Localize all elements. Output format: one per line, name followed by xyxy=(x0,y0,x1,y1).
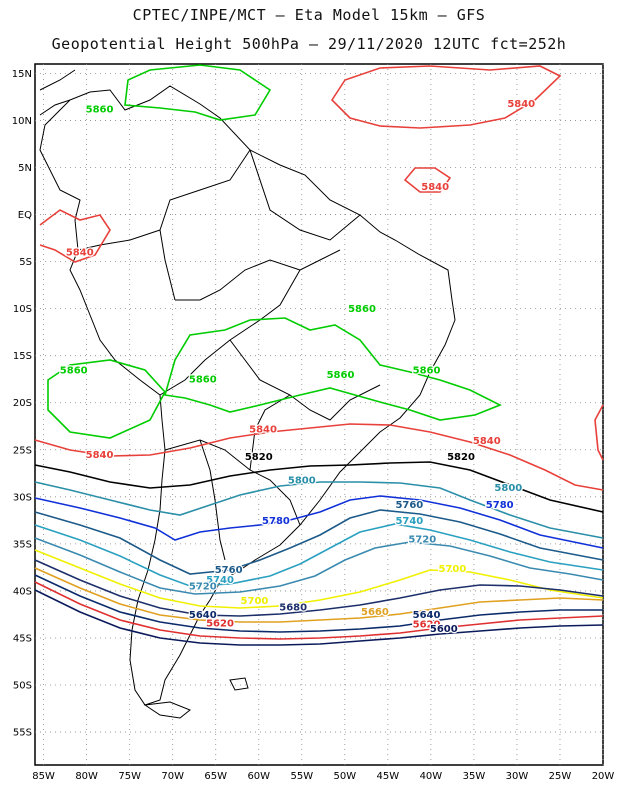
contour-5640 xyxy=(34,574,603,633)
contour-label-5760: 5760 xyxy=(215,565,243,576)
lon-tick-label: 40W xyxy=(420,771,443,782)
lat-tick-label: 15N xyxy=(12,69,32,80)
contour-5700 xyxy=(34,549,604,609)
contour-label-5840: 5840 xyxy=(473,436,501,447)
contour-label-5820: 5820 xyxy=(245,452,273,463)
axis-tick-labels: 15N 10N 5N EQ 5S 10S 15S 20S 25S 30S 35S 40S 45S 50S 5… xyxy=(12,69,615,782)
contour-5660 xyxy=(34,567,604,623)
contour-label-5620: 5620 xyxy=(413,619,441,630)
contour-label-5700: 5700 xyxy=(241,596,269,607)
lon-tick-label: 75W xyxy=(118,771,141,782)
lat-tick-label: 25S xyxy=(13,445,32,456)
lon-tick-label: 65W xyxy=(204,771,227,782)
contour-label-5720: 5720 xyxy=(189,582,217,593)
contour-label-5840: 5840 xyxy=(421,182,449,193)
lon-tick-label: 30W xyxy=(506,771,529,782)
contour-5620 xyxy=(34,581,604,640)
contour-label-5840: 5840 xyxy=(66,248,94,259)
lat-lon-grid xyxy=(35,64,604,765)
lat-tick-label: 55S xyxy=(13,728,32,739)
contour-label-5740: 5740 xyxy=(395,516,423,527)
lat-tick-label: 50S xyxy=(13,681,32,692)
lat-tick-label: 35S xyxy=(13,539,32,550)
contour-5820 xyxy=(34,461,604,513)
contour-label-5780: 5780 xyxy=(262,516,290,527)
lon-tick-label: 60W xyxy=(247,771,270,782)
lat-tick-label: 30S xyxy=(13,492,32,503)
falklands xyxy=(229,677,249,691)
south-america-coast xyxy=(39,85,456,706)
contour-label-5820: 5820 xyxy=(447,452,475,463)
contour-5840-main xyxy=(34,423,604,491)
lon-tick-label: 50W xyxy=(334,771,357,782)
contour-5600 xyxy=(34,589,604,646)
lon-tick-label: 70W xyxy=(161,771,184,782)
contour-label-5620: 5620 xyxy=(206,618,234,629)
lat-tick-label: 40S xyxy=(13,586,32,597)
lon-tick-label: 20W xyxy=(592,771,615,782)
contour-label-5740: 5740 xyxy=(206,575,234,586)
lat-tick-label: EQ xyxy=(18,210,32,221)
contour-label-5860: 5860 xyxy=(86,105,114,116)
contour-5840-small xyxy=(403,167,452,193)
contour-label-5800: 5800 xyxy=(288,475,316,486)
lat-tick-label: 10S xyxy=(13,304,32,315)
contour-5840-northeast xyxy=(330,65,562,129)
contour-label-5840: 5840 xyxy=(507,99,535,110)
contour-label-5860: 5860 xyxy=(327,370,355,381)
contour-5860-west xyxy=(47,359,166,439)
contour-5780 xyxy=(34,495,604,549)
contours xyxy=(34,64,604,646)
contour-label-5660: 5660 xyxy=(361,607,389,618)
lon-tick-label: 85W xyxy=(32,771,55,782)
lat-tick-label: 5N xyxy=(18,163,32,174)
contour-5860-north xyxy=(124,64,272,121)
contour-5840-east xyxy=(594,404,604,461)
lat-tick-label: 45S xyxy=(13,633,32,644)
contour-label-5840: 5840 xyxy=(86,450,114,461)
contour-label-5600: 5600 xyxy=(430,624,458,635)
contour-labels: 5860 5840 5840 5840 5860 5860 5860 5860 5860 5840… xyxy=(59,98,537,637)
contour-label-5780: 5780 xyxy=(486,500,514,511)
contour-5680 xyxy=(34,559,604,617)
lat-tick-label: 20S xyxy=(13,398,32,409)
contour-label-5860: 5860 xyxy=(189,375,217,386)
lat-tick-label: 15S xyxy=(13,351,32,362)
contour-label-5760: 5760 xyxy=(395,500,423,511)
contour-5740 xyxy=(34,523,604,587)
lon-tick-label: 35W xyxy=(463,771,486,782)
lon-tick-label: 55W xyxy=(290,771,313,782)
contour-5840-west xyxy=(39,209,111,263)
contour-label-5860: 5860 xyxy=(60,365,88,376)
contour-label-5700: 5700 xyxy=(438,564,466,575)
map-title: CPTEC/INPE/MCT – Eta Model 15km – GFS xyxy=(132,6,486,24)
contour-label-5800: 5800 xyxy=(494,483,522,494)
contour-5800 xyxy=(34,481,604,539)
lon-tick-label: 25W xyxy=(549,771,572,782)
tierra-del-fuego xyxy=(143,701,191,719)
contour-label-5860: 5860 xyxy=(413,365,441,376)
contour-label-5720: 5720 xyxy=(408,535,436,546)
coastlines xyxy=(39,69,456,719)
contour-label-5640: 5640 xyxy=(189,610,217,621)
contour-label-5680: 5680 xyxy=(279,602,307,613)
contour-label-5840: 5840 xyxy=(249,425,277,436)
contour-5860-central xyxy=(163,317,502,421)
lon-tick-label: 45W xyxy=(377,771,400,782)
lon-tick-label: 80W xyxy=(75,771,98,782)
contour-5760 xyxy=(34,509,604,575)
lat-tick-label: 5S xyxy=(19,257,32,268)
contour-label-5860: 5860 xyxy=(348,304,376,315)
central-america-coast xyxy=(39,69,76,116)
lat-tick-label: 10N xyxy=(12,116,32,127)
contour-label-5640: 5640 xyxy=(413,610,441,621)
contour-5720 xyxy=(34,537,604,595)
map-subtitle: Geopotential Height 500hPa – 29/11/2020 … xyxy=(51,35,567,53)
